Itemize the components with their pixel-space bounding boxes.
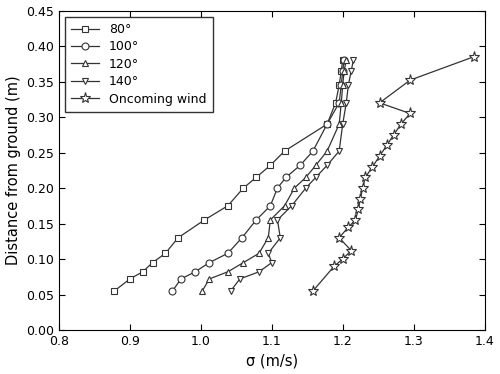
140° (237, 277, 243, 281)
100° (310, 149, 316, 153)
100° (206, 260, 212, 265)
Oncoming wind (352, 218, 358, 222)
100° (283, 175, 289, 180)
Oncoming wind (391, 132, 397, 137)
80° (202, 218, 207, 222)
100° (253, 218, 259, 222)
Oncoming wind (348, 248, 354, 253)
Legend: 80°, 100°, 120°, 140°, Oncoming wind: 80°, 100°, 120°, 140°, Oncoming wind (65, 17, 212, 112)
80° (140, 270, 145, 274)
80° (324, 122, 330, 126)
140° (346, 83, 352, 88)
Oncoming wind (362, 175, 368, 180)
100° (178, 277, 184, 281)
120° (312, 163, 318, 168)
120° (268, 218, 274, 222)
Oncoming wind (331, 264, 337, 269)
100° (297, 163, 303, 168)
120° (200, 289, 205, 293)
100° (274, 186, 280, 190)
Oncoming wind (407, 111, 413, 116)
Line: 100°: 100° (169, 57, 348, 294)
100° (340, 69, 345, 73)
120° (303, 175, 309, 180)
Line: Oncoming wind: Oncoming wind (308, 51, 480, 297)
140° (278, 236, 283, 240)
80° (150, 260, 156, 265)
140° (312, 175, 318, 180)
140° (350, 58, 356, 62)
100° (338, 83, 344, 88)
140° (265, 251, 271, 255)
140° (256, 270, 262, 274)
120° (324, 149, 330, 153)
Oncoming wind (356, 207, 362, 212)
140° (269, 260, 275, 265)
120° (344, 58, 349, 62)
140° (324, 163, 330, 168)
80° (338, 69, 344, 73)
X-axis label: σ (m/s): σ (m/s) (246, 353, 298, 368)
120° (206, 277, 212, 281)
80° (253, 175, 259, 180)
140° (274, 218, 280, 222)
80° (282, 149, 288, 153)
120° (240, 260, 246, 265)
80° (162, 251, 168, 255)
140° (288, 203, 294, 208)
Line: 80°: 80° (111, 57, 346, 294)
80° (225, 203, 231, 208)
Oncoming wind (340, 257, 345, 261)
80° (127, 277, 133, 281)
Oncoming wind (384, 143, 390, 148)
140° (340, 122, 345, 126)
Oncoming wind (310, 289, 316, 293)
Oncoming wind (336, 236, 342, 240)
120° (265, 236, 271, 240)
140° (228, 289, 234, 293)
100° (170, 289, 175, 293)
Line: 140°: 140° (227, 57, 357, 294)
80° (332, 101, 338, 105)
140° (348, 69, 354, 73)
100° (336, 101, 342, 105)
100° (192, 270, 198, 274)
Oncoming wind (358, 196, 364, 201)
120° (336, 122, 342, 126)
Oncoming wind (360, 186, 366, 190)
Oncoming wind (471, 55, 477, 59)
80° (240, 186, 246, 190)
140° (303, 186, 309, 190)
120° (292, 186, 298, 190)
Oncoming wind (346, 225, 352, 229)
100° (225, 251, 231, 255)
100° (324, 122, 330, 126)
120° (282, 203, 288, 208)
140° (344, 101, 349, 105)
80° (175, 236, 181, 240)
100° (239, 236, 245, 240)
120° (340, 83, 345, 88)
100° (341, 58, 347, 62)
80° (336, 83, 342, 88)
120° (225, 270, 231, 274)
Oncoming wind (376, 101, 382, 105)
120° (341, 69, 347, 73)
Line: 120°: 120° (199, 57, 350, 294)
140° (336, 149, 342, 153)
Oncoming wind (407, 78, 413, 82)
Oncoming wind (376, 154, 382, 158)
Y-axis label: Distance from ground (m): Distance from ground (m) (6, 76, 20, 265)
Oncoming wind (398, 122, 404, 126)
120° (338, 101, 344, 105)
80° (112, 289, 117, 293)
100° (268, 203, 274, 208)
80° (340, 58, 345, 62)
80° (268, 163, 274, 168)
Oncoming wind (370, 165, 376, 169)
120° (256, 251, 262, 255)
